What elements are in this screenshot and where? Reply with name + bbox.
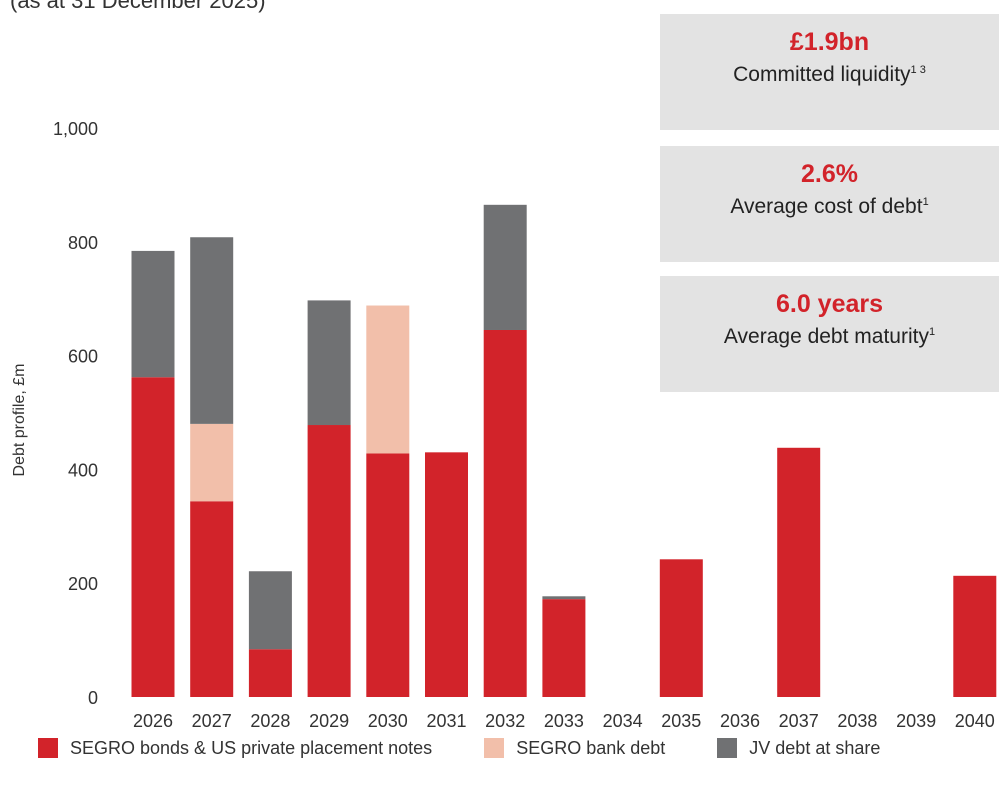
x-tick-label: 2035 [661,711,701,731]
bar-segment [483,204,527,330]
bar-segment [131,250,175,378]
x-tick-label: 2036 [720,711,760,731]
legend-label: JV debt at share [749,737,881,758]
legend-label: SEGRO bonds & US private placement notes [70,737,433,758]
bar-segment [307,300,351,426]
bar-segment [366,453,410,697]
x-tick-label: 2034 [603,711,643,731]
kpi-value: 2.6% [801,160,858,188]
chart-legend: SEGRO bonds & US private placement notes… [38,733,880,763]
bar-segment [425,452,468,697]
legend-item-jv-debt: JV debt at share [717,738,880,759]
legend-swatch [484,738,505,758]
kpi-label-text: Average debt maturity [723,325,929,348]
x-tick-label: 2027 [192,711,232,731]
kpi-value: £1.9bn [789,28,870,56]
kpi-label: Average cost of debt1 [660,195,999,219]
kpi-value: 6.0 years [775,290,884,318]
x-tick-label: 2028 [250,711,290,731]
kpi-label-text: Average cost of debt [730,195,923,218]
x-tick-label: 2039 [896,711,936,731]
y-tick-label: 1,000 [53,119,98,139]
x-tick-label: 2033 [544,711,584,731]
kpi-footnote: 1 3 [910,64,926,76]
y-tick-label: 200 [68,574,98,594]
bar-segment [131,377,175,697]
legend-swatch [38,738,58,758]
y-tick-label: 600 [68,347,98,367]
kpi-label: Average debt maturity1 [660,325,999,349]
kpi-committed-liquidity: £1.9bn Committed liquidity1 3 [660,14,999,130]
legend-item-bonds: SEGRO bonds & US private placement notes [38,738,432,759]
bar-segment [659,559,703,697]
bar-segment [248,571,292,650]
x-tick-label: 2038 [837,711,877,731]
bar-segment [483,329,527,697]
bar-segment [307,425,351,697]
x-tick-label: 2040 [955,711,995,731]
kpi-label: Committed liquidity1 3 [660,63,999,87]
x-tick-label: 2032 [485,711,525,731]
bar-segment [366,305,410,454]
y-tick-label: 800 [68,233,98,253]
kpi-average-cost-of-debt: 2.6% Average cost of debt1 [660,146,999,262]
legend-item-bank-debt: SEGRO bank debt [484,738,665,759]
x-tick-label: 2031 [426,711,466,731]
kpi-average-debt-maturity: 6.0 years Average debt maturity1 [660,276,999,392]
bar-segment [542,599,586,697]
x-tick-label: 2030 [368,711,408,731]
x-tick-label: 2029 [309,711,349,731]
bar-segment [190,423,234,502]
y-axis-title: Debt profile, £m [11,364,28,477]
bar-segment [248,649,292,697]
kpi-label-text: Committed liquidity [733,63,911,86]
kpi-footnote: 1 [928,326,936,338]
legend-swatch [717,738,738,758]
legend-label: SEGRO bank debt [516,737,666,758]
chart-subtitle: (as at 31 December 2025) [10,0,266,13]
bar-segment [190,501,234,697]
bar-segment [190,237,234,424]
x-tick-label: 2026 [133,711,173,731]
kpi-footnote: 1 [922,196,929,208]
bar-segment [542,596,586,600]
bar-segment [953,575,997,697]
bar-segment [777,447,821,697]
y-tick-label: 0 [88,688,98,708]
y-tick-label: 400 [68,460,98,480]
x-tick-label: 2037 [779,711,819,731]
